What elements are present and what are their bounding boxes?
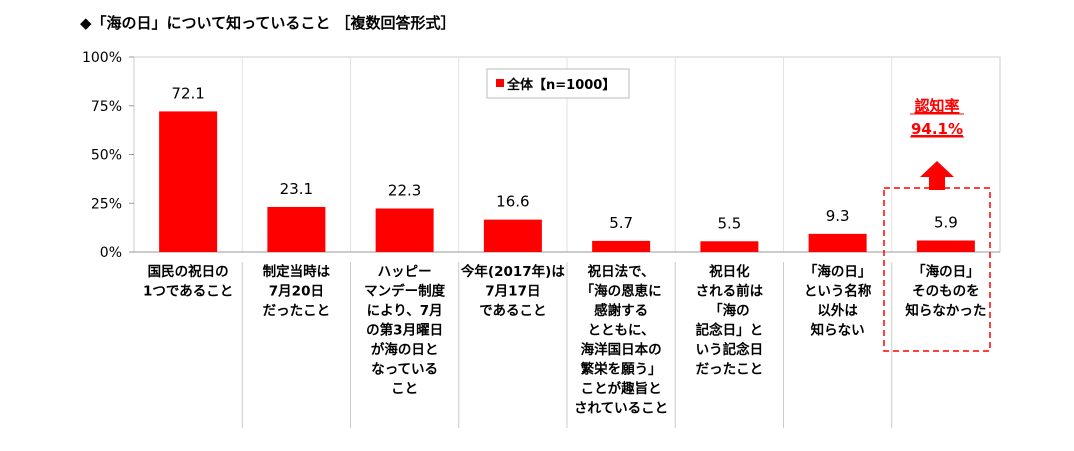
x-tick-label-line: 7月20日	[269, 284, 324, 300]
x-tick-label-line: 祝日化	[709, 263, 750, 280]
bar	[916, 240, 975, 252]
x-tick-label-line: だったこと	[263, 303, 331, 319]
bar	[267, 206, 326, 252]
x-tick-label: 国民の祝日の 1つであること	[143, 263, 233, 300]
x-tick-label-line: こと	[391, 381, 418, 397]
x-tick-label: ハッピーマンデー制度により、7月の第3月曜日が海の日となっていること	[364, 264, 445, 397]
x-tick-label-line: 今年(2017年)は	[461, 263, 565, 280]
x-tick-label-line: 「海の日」	[804, 263, 872, 280]
x-tick-label-line: 国民の祝日の	[148, 263, 229, 280]
bar	[159, 111, 218, 252]
bar	[700, 241, 759, 252]
x-tick-label-line: なっている	[371, 362, 438, 378]
legend-swatch	[496, 79, 504, 87]
x-tick-label-line: されていること	[574, 401, 668, 417]
annotation-value: 94.1%	[911, 120, 963, 138]
bar	[592, 240, 651, 252]
x-tick-label-line: ハッピー	[378, 264, 432, 280]
x-tick-label-line: により、7月	[367, 303, 443, 319]
x-tick-label-line: 7月17日	[485, 284, 540, 300]
x-tick-label-line: 感謝する	[594, 302, 648, 319]
y-tick-label: 50%	[91, 148, 122, 164]
awareness-annotation: 認知率 94.1%	[883, 97, 991, 352]
x-tick-label: 制定当時は 7月20日だったこと	[263, 263, 331, 319]
chart-title: ◆「海の日」について知っていること ［複数回答形式］	[80, 14, 456, 32]
y-tick-label: 75%	[91, 99, 122, 115]
x-tick-label-line: の第3月曜日	[366, 322, 443, 339]
y-tick-label: 100%	[82, 50, 122, 66]
up-arrow-icon	[920, 161, 954, 190]
data-label: 23.1	[280, 180, 313, 198]
x-tick-label-line: 知らなかった	[905, 302, 986, 319]
x-tick-label: 祝日法で、「海の恩恵に感謝するとともに、海洋国日本の繁栄を願う」ことが趣旨とされ…	[574, 263, 668, 417]
highlight-dashed-box	[883, 187, 991, 352]
x-tick-label-line: 「海の日」	[912, 263, 980, 280]
data-label: 16.6	[496, 193, 529, 211]
x-tick-label-line: 海洋国日本の	[581, 341, 662, 358]
x-tick-label: 「海の日」という名称以外は知らない	[804, 263, 872, 339]
legend: 全体【n=1000】	[486, 68, 630, 99]
data-label: 22.3	[388, 182, 421, 200]
x-tick-label-line: ことが趣旨と	[581, 380, 662, 397]
x-tick-label-line: 記念日」と	[696, 322, 764, 339]
x-tick-label-line: 1つであること	[143, 284, 233, 300]
x-tick-label-line: 知らない	[811, 322, 865, 339]
x-tick-label-line: 「海の恩恵に	[581, 283, 662, 300]
x-tick-label-line: される前は	[696, 283, 764, 300]
x-tick-label-line: だったこと	[696, 362, 764, 378]
data-label: 9.3	[826, 207, 850, 225]
data-label: 5.9	[934, 213, 958, 231]
x-tick-label: 今年(2017年)は 7月17日であること	[461, 263, 565, 319]
x-tick-label: 「海の日」そのものを知らなかった	[905, 263, 986, 319]
bar	[483, 219, 542, 252]
x-tick-label-line: そのものを	[912, 284, 980, 300]
x-tick-label-line: が海の日と	[371, 341, 439, 358]
x-tick-label-line: とともに、	[588, 323, 655, 339]
x-tick-label-line: 祝日法で、	[588, 263, 655, 280]
x-tick-label-line: であること	[479, 303, 546, 319]
x-tick-label-line: 繁栄を願う」	[580, 361, 662, 378]
x-tick-label-line: いう記念日	[696, 341, 764, 358]
x-tick-label-line: 「海の	[709, 302, 750, 319]
data-label: 5.5	[717, 214, 741, 232]
data-label: 5.7	[609, 214, 633, 232]
x-tick-label-line: 以外は	[817, 302, 858, 319]
data-label: 72.1	[171, 84, 204, 102]
annotation-label: 認知率	[914, 97, 959, 115]
legend-label: 全体【n=1000】	[506, 77, 615, 93]
y-tick-label: 25%	[91, 196, 122, 212]
x-tick-label: 祝日化される前は「海の記念日」という記念日だったこと	[696, 263, 764, 378]
y-tick-label: 0%	[100, 245, 122, 261]
x-tick-label-line: 制定当時は	[263, 263, 331, 280]
x-tick-label-line: という名称	[804, 283, 872, 300]
bar	[375, 208, 434, 252]
bar	[808, 233, 867, 252]
x-tick-label-line: マンデー制度	[364, 283, 445, 300]
